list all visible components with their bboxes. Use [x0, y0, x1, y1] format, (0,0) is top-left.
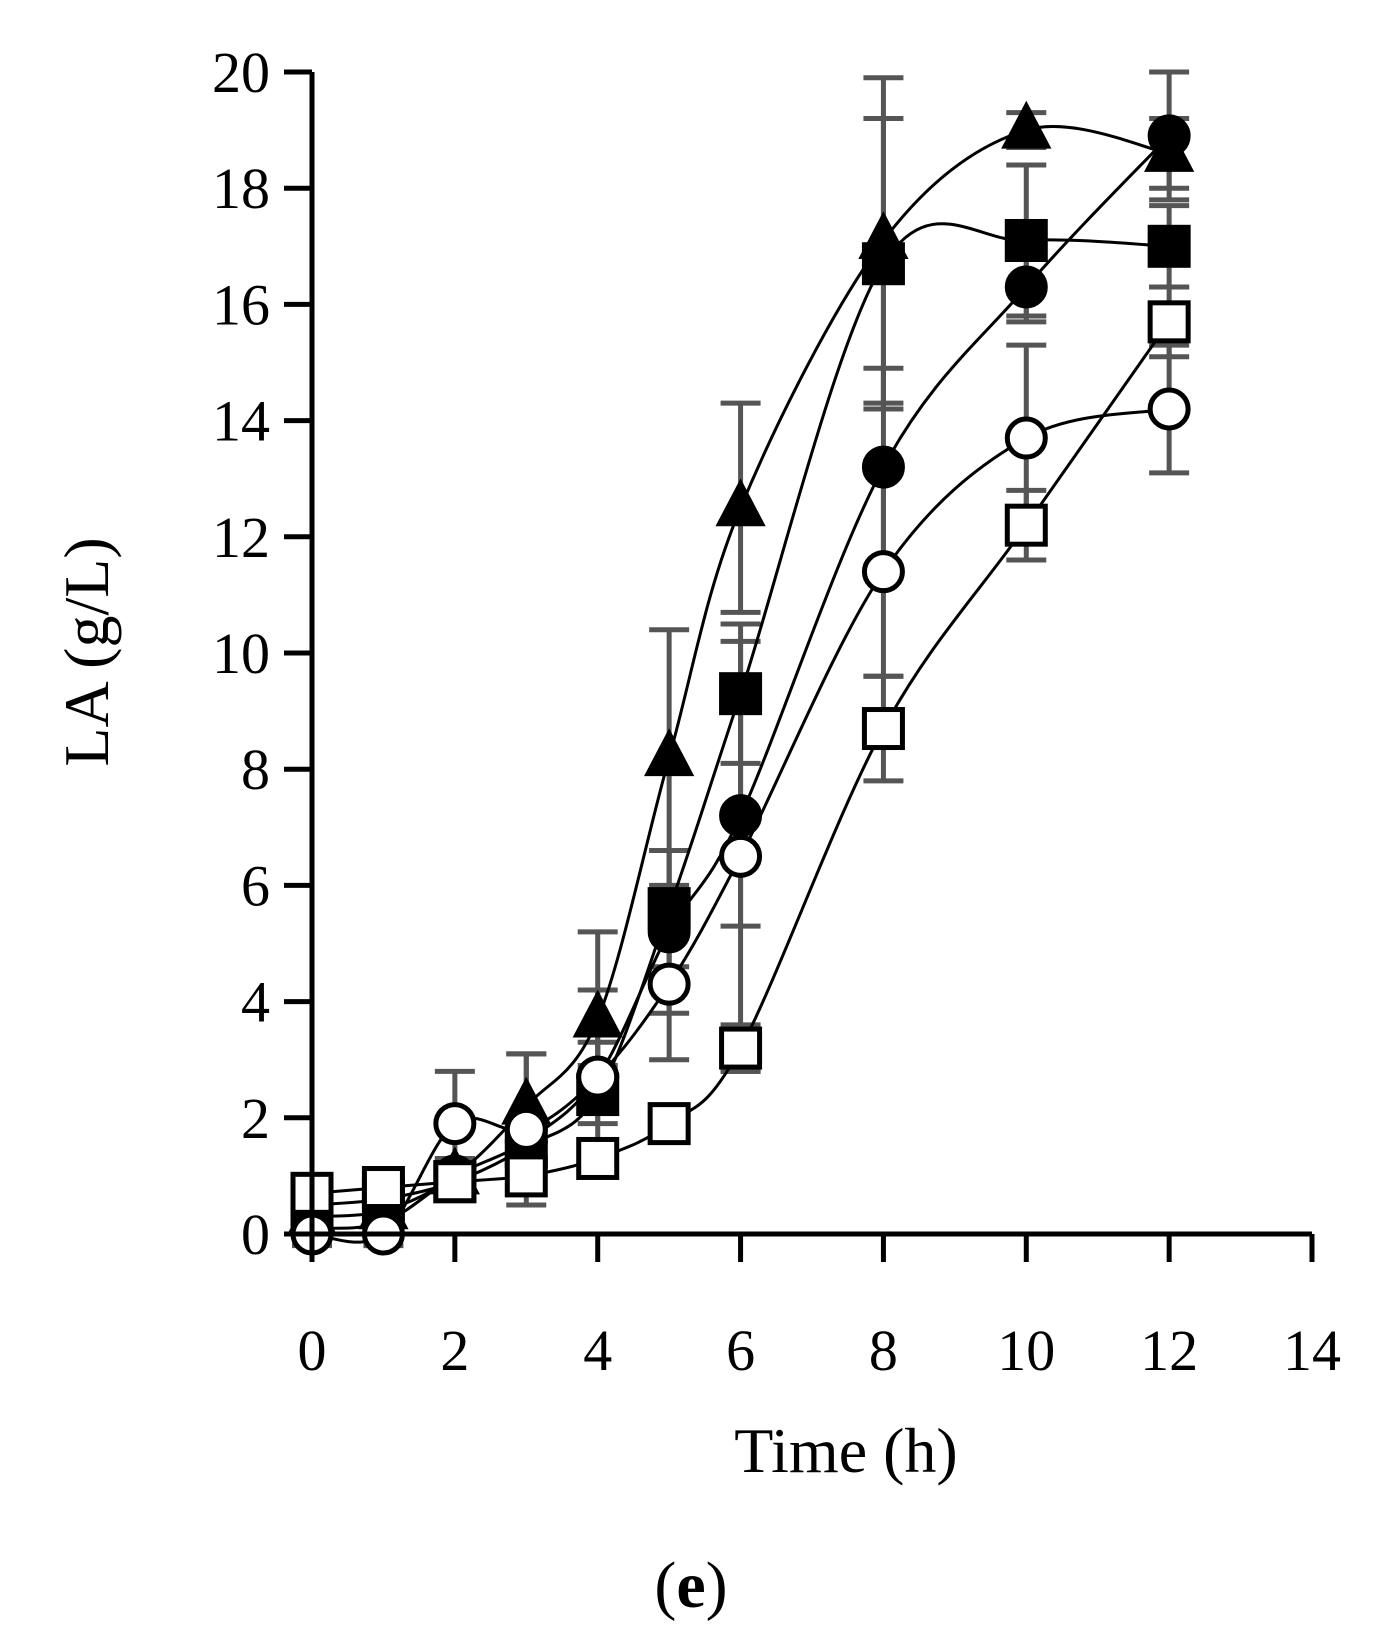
panel-label: (e) — [0, 1548, 1382, 1624]
x-tick-label: 8 — [869, 1318, 898, 1383]
marker-open-square — [433, 1160, 477, 1204]
marker-filled-circle — [1147, 114, 1191, 158]
x-tick-label: 12 — [1140, 1318, 1198, 1383]
series-markers — [286, 100, 1195, 1256]
marker-open-square — [361, 1166, 405, 1210]
y-tick-label: 0 — [241, 1202, 270, 1267]
marker-filled-triangle — [1001, 100, 1052, 149]
marker-filled-triangle — [572, 989, 623, 1038]
marker-filled-square — [861, 242, 905, 286]
marker-open-circle — [1147, 387, 1191, 431]
x-tick-label: 4 — [583, 1318, 612, 1383]
marker-open-square — [861, 707, 905, 751]
y-tick-label: 20 — [212, 40, 270, 105]
marker-filled-square — [1147, 224, 1191, 268]
marker-open-square — [1004, 503, 1048, 547]
marker-open-square — [576, 1136, 620, 1180]
y-tick-label: 14 — [212, 389, 270, 454]
marker-open-square — [719, 1026, 763, 1070]
marker-open-square — [1147, 300, 1191, 344]
x-tick-label: 14 — [1283, 1318, 1341, 1383]
x-tick-label: 2 — [440, 1318, 469, 1383]
marker-filled-triangle — [644, 728, 695, 777]
y-tick-label: 10 — [212, 621, 270, 686]
marker-open-circle — [576, 1055, 620, 1099]
marker-open-circle — [719, 834, 763, 878]
y-tick-label: 6 — [241, 853, 270, 918]
marker-filled-circle — [647, 910, 691, 954]
panel-label-open: ( — [654, 1549, 677, 1622]
panel-label-close: ) — [705, 1549, 728, 1622]
panel-label-letter: e — [676, 1549, 706, 1622]
marker-filled-circle — [861, 445, 905, 489]
y-tick-label: 8 — [241, 737, 270, 802]
marker-open-square — [504, 1154, 548, 1198]
marker-open-circle — [861, 550, 905, 594]
marker-filled-triangle — [715, 478, 766, 527]
x-tick-label: 6 — [726, 1318, 755, 1383]
x-tick-label: 10 — [997, 1318, 1055, 1383]
marker-filled-circle — [1004, 265, 1048, 309]
marker-open-circle — [1004, 416, 1048, 460]
x-axis-title: Time (h) — [734, 1415, 957, 1486]
marker-open-circle — [433, 1102, 477, 1146]
y-tick-label: 12 — [212, 505, 270, 570]
x-tick-label: 0 — [298, 1318, 327, 1383]
marker-open-circle — [647, 962, 691, 1006]
y-axis-title: LA (g/L) — [51, 537, 122, 766]
marker-filled-circle — [719, 794, 763, 838]
y-tick-label: 4 — [241, 970, 270, 1035]
marker-filled-square — [719, 672, 763, 716]
marker-open-square — [647, 1102, 691, 1146]
marker-open-circle — [504, 1107, 548, 1151]
y-tick-label: 18 — [212, 156, 270, 221]
y-tick-label: 16 — [212, 272, 270, 337]
axes: 0 2 4 6 8 10 12 14 16 18 20 0 2 4 6 8 10 12 14 — [212, 40, 1341, 1383]
y-tick-label: 2 — [241, 1086, 270, 1151]
marker-filled-square — [1004, 218, 1048, 262]
